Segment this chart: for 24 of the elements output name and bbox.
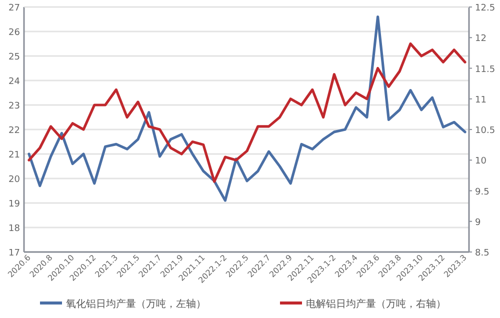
y2-tick-label: 8.5 <box>475 248 490 258</box>
y2-tick-label: 11.5 <box>475 64 496 75</box>
y-tick-label: 19 <box>8 200 20 210</box>
legend-label: 氧化铝日均产量（万吨，左轴） <box>66 298 206 310</box>
y-tick-label: 27 <box>8 4 20 14</box>
line-series <box>28 42 466 183</box>
y2-tick-label: 10 <box>475 156 487 167</box>
legend-label: 电解铝日均产量（万吨，右轴） <box>306 298 446 310</box>
y-tick-label: 18 <box>8 224 20 234</box>
y-tick-label: 24 <box>8 77 20 87</box>
y2-tick-label: 9.5 <box>475 187 490 198</box>
y-tick-label: 25 <box>8 52 20 62</box>
line-series <box>28 16 466 202</box>
y-tick-label: 22 <box>8 126 20 136</box>
y-tick-label: 23 <box>8 102 20 112</box>
y-tick-label: 21 <box>8 150 20 160</box>
y2-tick-label: 9 <box>475 218 481 228</box>
y-tick-label: 20 <box>8 175 20 185</box>
y-tick-label: 26 <box>8 28 20 38</box>
y2-tick-label: 12.5 <box>475 4 496 14</box>
y-tick-label: 17 <box>8 248 20 258</box>
y2-tick-label: 12 <box>475 34 486 44</box>
y2-tick-label: 11 <box>475 95 486 106</box>
y2-tick-label: 10.5 <box>475 126 496 136</box>
